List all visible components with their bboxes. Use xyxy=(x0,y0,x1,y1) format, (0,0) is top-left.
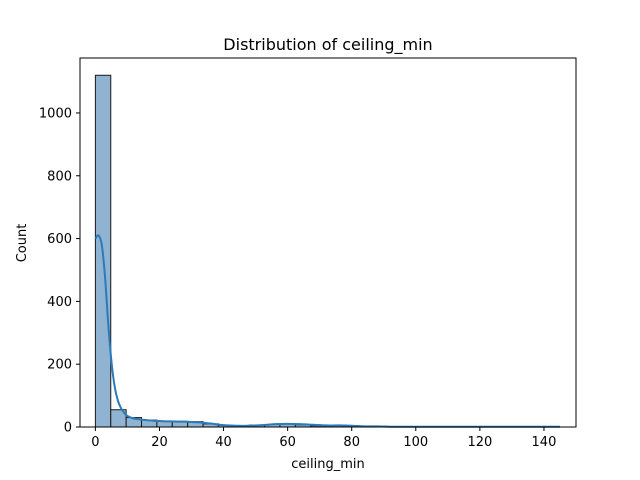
y-axis-label: Count xyxy=(15,224,30,263)
y-tick-label: 200 xyxy=(47,358,72,373)
x-axis: 0 20 40 60 80 100 120 140 xyxy=(91,427,556,450)
x-tick-label: 80 xyxy=(343,435,360,450)
plot-area-frame xyxy=(79,57,577,428)
x-axis-label: ceiling_min xyxy=(291,457,365,472)
x-tick-label: 100 xyxy=(403,435,428,450)
x-tick-label: 0 xyxy=(91,435,99,450)
x-tick-label: 40 xyxy=(215,435,232,450)
y-tick-label: 600 xyxy=(47,232,72,247)
y-axis: 0 200 400 600 800 1000 xyxy=(39,106,80,436)
y-tick-label: 1000 xyxy=(39,106,72,121)
y-tick-label: 0 xyxy=(64,421,72,436)
x-tick-label: 60 xyxy=(279,435,296,450)
x-tick-label: 20 xyxy=(151,435,168,450)
y-tick-label: 800 xyxy=(47,169,72,184)
x-tick-label: 140 xyxy=(532,435,557,450)
chart-title: Distribution of ceiling_min xyxy=(223,35,432,55)
x-tick-label: 120 xyxy=(467,435,492,450)
y-tick-label: 400 xyxy=(47,295,72,310)
